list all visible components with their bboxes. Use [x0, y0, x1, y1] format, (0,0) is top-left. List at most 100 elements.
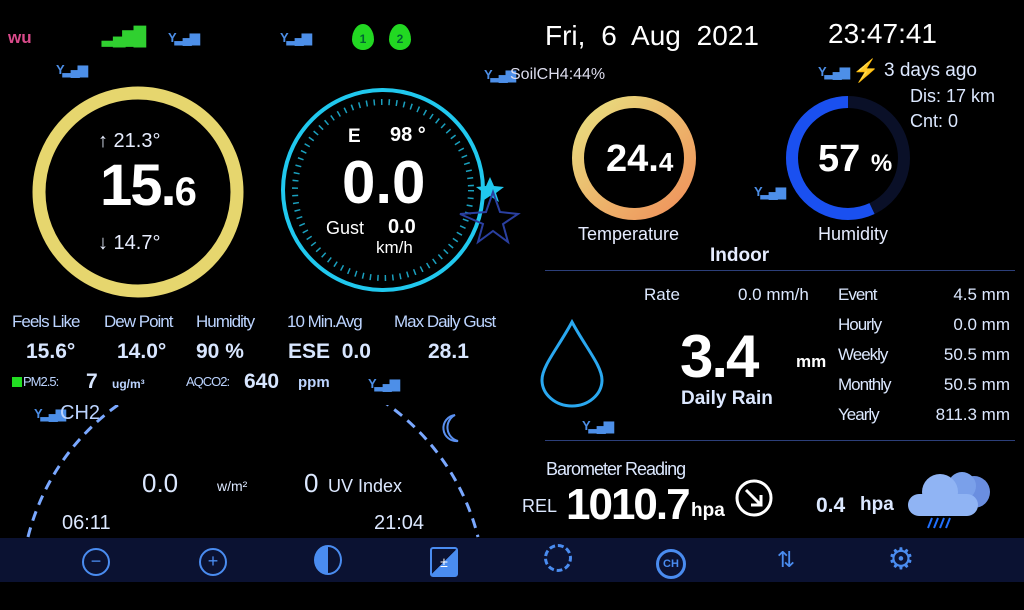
rain-rate-label: Rate	[644, 285, 680, 304]
outdoor-temp-high: ↑ 21.3°	[98, 130, 161, 152]
lightning-count: Cnt: 0	[910, 111, 959, 131]
gear-icon: ⚙	[887, 543, 915, 576]
barometer-mode: REL	[522, 496, 558, 516]
co2-signal-icon: Y▂▄▆	[368, 376, 400, 391]
contrast-button[interactable]	[312, 544, 344, 576]
brightness-button[interactable]: ±	[428, 544, 460, 577]
leak-sensor-2-icon: 2	[389, 24, 411, 50]
gust-label: Gust	[326, 218, 365, 238]
max-gust-value: 28.1	[428, 340, 469, 363]
daily-rain-label: Daily Rain	[681, 388, 773, 409]
channel-cycle-button[interactable]: CH	[655, 544, 687, 579]
gust-direction-star-icon	[459, 188, 521, 245]
barometer-unit: hpa	[691, 500, 725, 521]
outdoor-temp-ring	[32, 86, 244, 298]
bottom-toolbar: − + ± CH ⇅ ⚙	[0, 538, 1024, 582]
rain-forecast-icon	[908, 472, 990, 529]
zoom-out-button[interactable]: −	[80, 544, 112, 576]
indoor-temp-label: Temperature	[578, 224, 680, 244]
dew-point-value: 14.0°	[117, 340, 167, 363]
wind-compass	[281, 88, 521, 292]
pressure-trend-down-icon	[735, 479, 773, 517]
dew-point-label: Dew Point	[104, 312, 173, 331]
wind-avg-value: ESE 0.0	[288, 340, 371, 363]
daily-rain-unit: mm	[796, 352, 827, 371]
sunrise: 06:11	[62, 512, 111, 534]
gust-value: 0.0	[388, 216, 416, 238]
barometer-value: 1010.7	[566, 480, 691, 529]
solar-radiation: 0.0	[142, 468, 179, 498]
humidity-value: 90 %	[196, 340, 244, 363]
uv-index: 0	[304, 468, 319, 498]
divider	[545, 270, 1015, 271]
wind-direction: E	[348, 126, 361, 147]
indoor-signal-icon: Y▂▄▆	[754, 184, 786, 199]
rain-event-value: 4.5 mm	[953, 285, 1010, 304]
daily-rain: 3.4	[680, 323, 759, 390]
indoor-title: Indoor	[710, 245, 770, 266]
lightning-icon: ⚡	[852, 58, 880, 83]
co2-label: AQCO2:	[186, 374, 230, 389]
soil-signal-icon: Y▂▄▆	[484, 67, 516, 82]
sensor-signal-icon: Y▂▄▆	[56, 62, 88, 77]
wunderground-logo: wu	[8, 28, 32, 47]
sun-arc	[26, 405, 480, 538]
indoor-humidity: 57 %	[818, 138, 893, 180]
moon-icon	[442, 414, 459, 443]
contrast-icon	[314, 545, 342, 575]
wind-degrees: 98 °	[390, 124, 426, 146]
sensor-signal-icon: Y▂▄▆	[280, 30, 312, 45]
divider	[545, 440, 1015, 441]
up-down-arrows-icon: ⇅	[776, 547, 796, 572]
ch2-signal-icon: Y▂▄▆	[34, 406, 66, 421]
sensor-signal-icon: Y▂▄▆	[168, 30, 200, 45]
uv-label: UV Index	[328, 476, 403, 496]
solar-radiation-unit: w/m²	[217, 478, 248, 494]
feels-like-label: Feels Like	[12, 312, 80, 331]
rain-yearly-label: Yearly	[838, 405, 880, 424]
settings-button[interactable]: ⚙	[885, 544, 917, 576]
rain-monthly-label: Monthly	[838, 375, 892, 394]
outdoor-temp-low: ↓ 14.7°	[98, 232, 161, 254]
pressure-change: 0.4	[816, 494, 846, 517]
rain-signal-icon: Y▂▄▆	[582, 418, 614, 433]
leak-sensor-1-icon: 1	[352, 24, 374, 50]
wifi-signal-icon: ▂▄▆█	[102, 26, 146, 46]
co2-value: 640	[244, 370, 280, 393]
pm-unit: ug/m³	[112, 377, 145, 391]
indoor-humidity-label: Humidity	[818, 224, 889, 244]
lightning-distance: Dis: 17 km	[910, 86, 996, 106]
max-gust-label: Max Daily Gust	[394, 312, 496, 331]
sunset: 21:04	[374, 512, 425, 534]
pm-label: PM2.5:	[23, 374, 59, 389]
gauge-icon	[544, 544, 572, 572]
plus-circle-icon: +	[199, 548, 227, 576]
rain-weekly-label: Weekly	[838, 345, 888, 364]
rain-drop-icon	[540, 318, 604, 408]
sort-button[interactable]: ⇅	[770, 544, 802, 576]
wind-speed: 0.0	[342, 149, 426, 216]
gauge-button[interactable]	[542, 544, 574, 576]
co2-unit: ppm	[298, 374, 330, 391]
pressure-change-unit: hpa	[860, 494, 894, 515]
wind-direction-star-icon	[476, 177, 504, 202]
rain-event-label: Event	[838, 285, 877, 304]
minus-circle-icon: −	[82, 548, 110, 576]
rain-hourly-label: Hourly	[838, 315, 882, 334]
lightning-signal-icon: Y▂▄▆	[818, 64, 850, 79]
barometer-title: Barometer Reading	[546, 459, 686, 479]
zoom-in-button[interactable]: +	[197, 544, 229, 576]
clock: 23:47:41	[828, 18, 937, 49]
feels-like-value: 15.6°	[26, 340, 76, 363]
rain-yearly-value: 811.3 mm	[935, 405, 1010, 424]
outdoor-temp: 15.6	[100, 153, 197, 218]
indoor-temp-ring	[572, 96, 696, 220]
date: Fri, 6 Aug 2021	[545, 20, 759, 51]
indoor-temp: 24.4	[606, 138, 674, 180]
channel-cycle-icon: CH	[656, 549, 686, 579]
wind-unit: km/h	[376, 238, 413, 257]
lightning-last: 3 days ago	[884, 60, 977, 81]
humidity-label: Humidity	[196, 312, 255, 331]
soil-moisture: SoilCH4:44%	[510, 66, 606, 83]
pm-value: 7	[86, 370, 98, 393]
